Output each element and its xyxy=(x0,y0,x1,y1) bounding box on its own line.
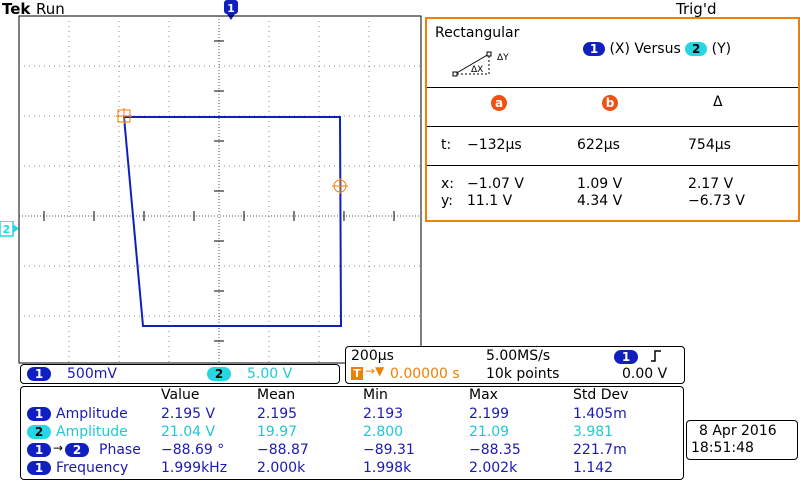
measurement-row[interactable]: 2 Amplitude 21.04 V 19.97 2.800 21.09 3.… xyxy=(21,423,681,441)
measurement-min: 1.998k xyxy=(363,460,412,476)
t-row-label: t: xyxy=(441,137,452,153)
col-header-mean: Mean xyxy=(257,387,296,403)
measurement-max: 2.002k xyxy=(469,460,518,476)
col-header-min: Min xyxy=(363,387,388,403)
col-header-max: Max xyxy=(469,387,498,403)
cursor-header-divider xyxy=(427,87,798,88)
ch2-badge: 2 xyxy=(685,42,708,56)
channel-scale-bar: 1 500mV 2 5.00 V xyxy=(20,364,340,384)
cursor-xy-divider xyxy=(427,165,798,166)
measurement-label: Amplitude xyxy=(56,424,128,440)
t-b-value: 622µs xyxy=(577,137,620,153)
measurement-label: Amplitude xyxy=(56,406,128,422)
cursor-rows-divider xyxy=(427,126,798,127)
t-delta-value: 754µs xyxy=(688,137,731,153)
y-b-value: 4.34 V xyxy=(577,193,623,209)
measurement-std-dev: 1.405m xyxy=(573,406,627,422)
axis-ticks xyxy=(43,40,395,342)
cursor-delta-column-icon: Δ xyxy=(713,94,723,110)
date-label: 8 Apr 2016 xyxy=(699,423,777,439)
ch1-scale-value[interactable]: 500mV xyxy=(67,366,117,382)
delta-x-label: ΔX xyxy=(471,65,484,75)
y-row-label: y: xyxy=(441,193,453,209)
svg-text:2: 2 xyxy=(3,223,11,236)
measurement-max: 21.09 xyxy=(469,424,510,440)
cursor-mode-title: Rectangular xyxy=(435,25,520,41)
cursor-b-marker xyxy=(332,178,348,194)
trigger-offset-value[interactable]: 0.00000 s xyxy=(390,366,460,382)
cursor-b-column-icon: b xyxy=(602,95,618,111)
t-a-value: −132µs xyxy=(467,137,522,153)
timebase-panel: 200µs 5.00MS/s 1 T →▼ 0.00000 s 10k poin… xyxy=(345,346,685,384)
measurement-min: 2.800 xyxy=(363,424,404,440)
y-label: (Y) xyxy=(711,41,732,57)
brand-logo: Tek xyxy=(2,0,31,18)
delta-y-label: ΔY xyxy=(497,53,509,63)
xy-mode-label: 1 (X) Versus 2 (Y) xyxy=(583,41,731,57)
record-length: 10k points xyxy=(486,366,560,382)
trigger-status: Trig'd xyxy=(676,0,717,18)
measurement-max: 2.199 xyxy=(469,406,510,422)
cursor-a-marker xyxy=(116,108,132,124)
run-state: Run xyxy=(36,0,65,18)
cursor-a-column-icon: a xyxy=(491,95,507,111)
trigger-level[interactable]: 0.00 V xyxy=(622,366,668,382)
x-a-value: −1.07 V xyxy=(467,176,524,192)
measurement-max: −88.35 xyxy=(469,442,521,458)
x-row-label: x: xyxy=(441,176,455,192)
measurement-std-dev: 3.981 xyxy=(573,424,614,440)
ch1-badge: 1 xyxy=(27,443,51,457)
cursor-readout-panel: Rectangular ΔX ΔY 1 (X) Versus 2 (Y) a b… xyxy=(425,17,800,222)
arrow-right-icon: → xyxy=(53,441,64,455)
x-versus-label: (X) Versus xyxy=(609,41,681,57)
rising-edge-icon xyxy=(651,350,661,362)
ch2-marker-icon: 2 xyxy=(0,220,19,237)
measurement-std-dev: 1.142 xyxy=(573,460,614,476)
measurement-min: 2.193 xyxy=(363,406,404,422)
time-label: 18:51:48 xyxy=(691,440,754,456)
measurement-mean: 19.97 xyxy=(257,424,298,440)
ch2-badge: 2 xyxy=(65,443,89,457)
measurement-min: −89.31 xyxy=(363,442,415,458)
measurement-value: −88.69 ° xyxy=(161,442,225,458)
measurement-mean: 2.000k xyxy=(257,460,306,476)
ch2-scale-value[interactable]: 5.00 V xyxy=(247,366,293,382)
y-delta-value: −6.73 V xyxy=(688,193,745,209)
measurement-row[interactable]: 1 Frequency 1.999kHz 2.000k 1.998k 2.002… xyxy=(21,459,681,477)
measurement-row[interactable]: 1 → 2 Phase −88.69 ° −88.87 −89.31 −88.3… xyxy=(21,441,681,459)
ch2-ground-marker[interactable]: 2 xyxy=(0,220,20,237)
ch2-badge: 2 xyxy=(27,425,51,439)
measurement-value: 21.04 V xyxy=(161,424,216,440)
y-a-value: 11.1 V xyxy=(467,193,513,209)
col-header-std-dev: Std Dev xyxy=(573,387,629,403)
ch2-scale-badge[interactable]: 2 xyxy=(207,367,231,381)
measurement-mean: 2.195 xyxy=(257,406,298,422)
measurement-mean: −88.87 xyxy=(257,442,309,458)
sample-rate: 5.00MS/s xyxy=(486,348,551,364)
trigger-offset-icon: T xyxy=(351,367,363,380)
horizontal-scale[interactable]: 200µs xyxy=(351,348,394,364)
datetime-box: 8 Apr 2016 18:51:48 xyxy=(686,420,798,460)
x-delta-value: 2.17 V xyxy=(688,176,734,192)
ch1-badge: 1 xyxy=(583,42,605,56)
measurement-label: Frequency xyxy=(56,460,129,476)
measurement-value: 1.999kHz xyxy=(161,460,228,476)
measurement-label: Phase xyxy=(99,442,141,458)
rectangular-cursor-icon xyxy=(452,51,492,77)
measurements-panel: Value Mean Min Max Std Dev 1 Amplitude 2… xyxy=(20,386,684,480)
trigger-position-label: 1 xyxy=(227,2,235,15)
ch1-scale-badge[interactable]: 1 xyxy=(27,367,51,381)
measurement-row[interactable]: 1 Amplitude 2.195 V 2.195 2.193 2.199 1.… xyxy=(21,405,681,423)
x-b-value: 1.09 V xyxy=(577,176,623,192)
measurement-std-dev: 221.7m xyxy=(573,442,627,458)
trigger-offset-arrow-icon: →▼ xyxy=(365,364,385,378)
ch1-badge: 1 xyxy=(27,407,51,421)
xy-trace xyxy=(122,116,343,327)
measurement-value: 2.195 V xyxy=(161,406,216,422)
col-header-value: Value xyxy=(161,387,200,403)
ch1-badge: 1 xyxy=(27,461,51,475)
trigger-source-badge[interactable]: 1 xyxy=(614,350,638,364)
